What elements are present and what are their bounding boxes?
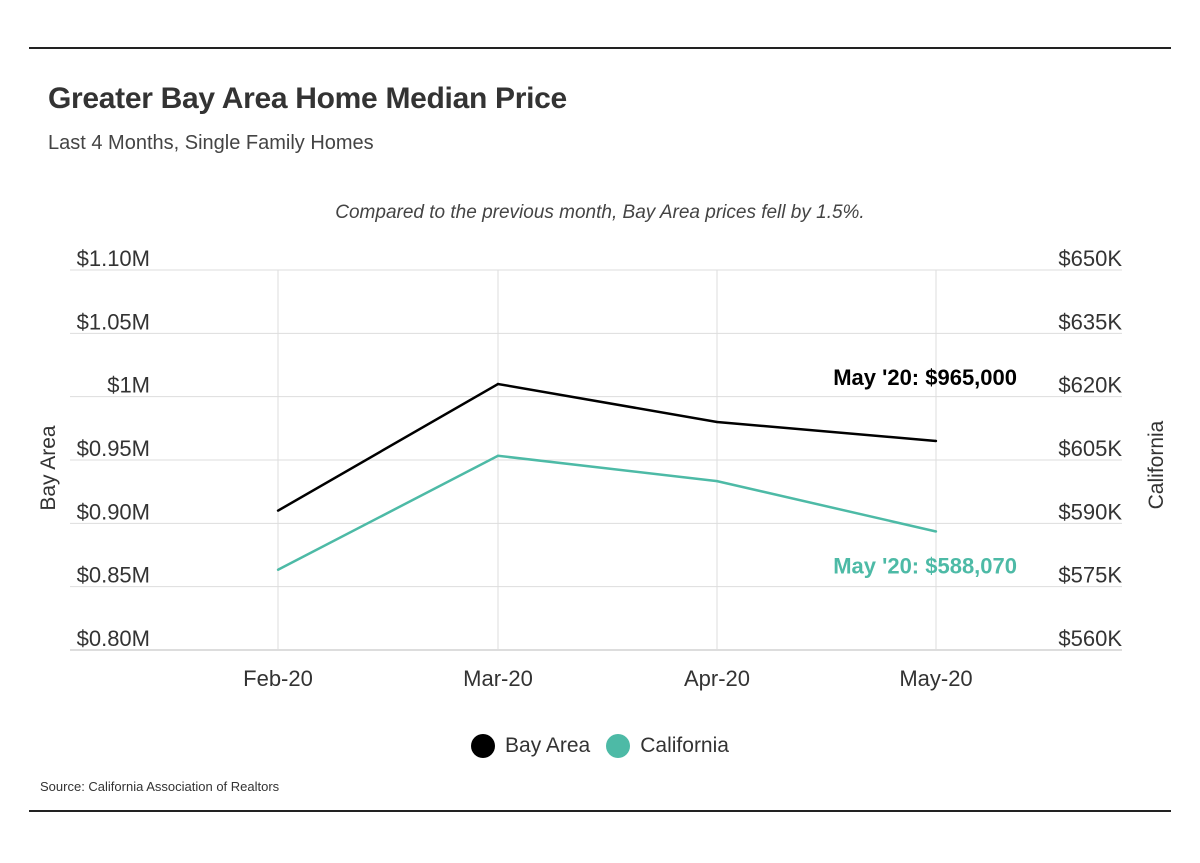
data-point-california (276, 568, 280, 571)
right-tick-label: $635K (1058, 309, 1122, 334)
left-tick-label: $1M (107, 373, 150, 398)
legend-item-bay-area[interactable]: Bay Area (471, 734, 590, 758)
data-point-bay-area (496, 382, 500, 386)
data-point-california (934, 530, 938, 533)
series-line-california (277, 454, 937, 571)
left-tick-label: $0.85M (77, 563, 150, 588)
right-axis-title: California (1145, 420, 1168, 509)
right-tick-label: $650K (1058, 246, 1122, 271)
series-line-bay-area (277, 382, 937, 512)
bottom-rule (29, 810, 1171, 812)
legend-swatch-bay-area (471, 734, 496, 758)
end-label-california: May '20: $588,070 (833, 553, 1017, 578)
right-tick-label: $560K (1058, 626, 1122, 651)
legend-item-california[interactable]: California (606, 734, 729, 758)
legend-label-bay-area: Bay Area (505, 734, 591, 757)
left-axis-title: Bay Area (37, 425, 60, 511)
left-tick-label: $1.05M (77, 309, 150, 334)
x-tick-label: May-20 (899, 666, 972, 691)
top-rule (29, 47, 1171, 49)
x-tick-label: Apr-20 (684, 666, 750, 691)
end-label-bay-area: May '20: $965,000 (833, 365, 1017, 390)
data-point-bay-area (934, 439, 938, 443)
legend-label-california: California (640, 734, 729, 757)
left-tick-label: $0.95M (77, 436, 150, 461)
data-point-california (496, 454, 500, 457)
chart-title: Greater Bay Area Home Median Price (48, 82, 567, 115)
data-point-bay-area (276, 509, 280, 512)
data-point-california (715, 479, 719, 483)
right-tick-label: $605K (1058, 436, 1122, 461)
chart-annotation: Compared to the previous month, Bay Area… (335, 202, 865, 223)
source-note: Source: California Association of Realto… (40, 779, 280, 794)
data-point-bay-area (715, 420, 719, 424)
legend: Bay Area California (0, 734, 1200, 758)
legend-swatch-california (606, 734, 631, 758)
chart-subtitle: Last 4 Months, Single Family Homes (48, 132, 374, 154)
right-tick-label: $620K (1058, 373, 1122, 398)
left-tick-label: $0.80M (77, 626, 150, 651)
left-tick-label: $0.90M (77, 499, 150, 524)
right-tick-label: $590K (1058, 499, 1122, 524)
x-tick-label: Mar-20 (463, 666, 533, 691)
left-tick-label: $1.10M (77, 246, 150, 271)
right-tick-label: $575K (1058, 563, 1122, 588)
x-tick-label: Feb-20 (243, 666, 313, 691)
